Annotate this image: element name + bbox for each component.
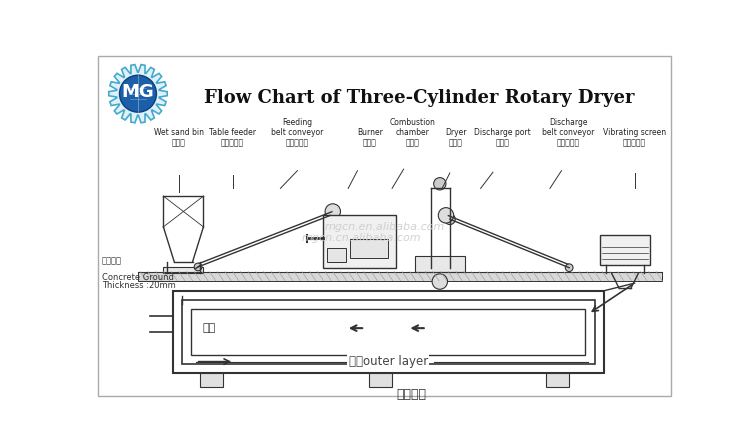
Text: Feeding
belt conveyor: Feeding belt conveyor xyxy=(272,118,323,137)
Text: Flow Chart of Three-Cylinder Rotary Dryer: Flow Chart of Three-Cylinder Rotary Drye… xyxy=(204,89,634,106)
Text: 干燥机: 干燥机 xyxy=(449,139,463,148)
Text: 大料仓: 大料仓 xyxy=(172,139,186,148)
Text: Dryer: Dryer xyxy=(446,128,466,137)
Text: Vibrating screen: Vibrating screen xyxy=(603,128,666,137)
Polygon shape xyxy=(109,64,167,123)
Bar xyxy=(327,248,346,261)
Text: 上料输送机: 上料输送机 xyxy=(286,139,309,148)
Text: 中层: 中层 xyxy=(202,323,216,333)
Text: MG: MG xyxy=(122,83,154,101)
Text: 混凝土层: 混凝土层 xyxy=(102,257,122,266)
Bar xyxy=(200,373,223,387)
Text: Discharge
belt conveyor: Discharge belt conveyor xyxy=(542,118,595,137)
Circle shape xyxy=(432,274,448,289)
Text: 出料输送机: 出料输送机 xyxy=(556,139,580,148)
Circle shape xyxy=(433,177,446,190)
Text: 燃烧器: 燃烧器 xyxy=(363,139,376,148)
Bar xyxy=(164,267,203,273)
Text: mgcn.cn.alibaba.com: mgcn.cn.alibaba.com xyxy=(302,233,421,244)
Circle shape xyxy=(566,264,573,271)
Bar xyxy=(172,291,604,373)
Text: 直线振动筛: 直线振动筛 xyxy=(623,139,646,148)
Text: Discharge port: Discharge port xyxy=(474,128,530,137)
Text: Table feeder: Table feeder xyxy=(209,128,256,137)
Text: Thickness :20mm: Thickness :20mm xyxy=(102,281,176,290)
Bar xyxy=(191,309,585,355)
Circle shape xyxy=(119,75,157,112)
Text: Wet sand bin: Wet sand bin xyxy=(154,128,204,137)
Bar xyxy=(322,215,396,268)
Text: Concrete Ground: Concrete Ground xyxy=(102,273,174,282)
Bar xyxy=(138,271,662,281)
Text: Combustion
chamber: Combustion chamber xyxy=(390,118,436,137)
Bar xyxy=(416,256,465,271)
Circle shape xyxy=(194,263,202,271)
Text: 出料仓: 出料仓 xyxy=(495,139,509,148)
Circle shape xyxy=(445,214,455,224)
Text: 燃烧室: 燃烧室 xyxy=(406,139,420,148)
Text: mgcn.en.alibaba.com: mgcn.en.alibaba.com xyxy=(324,222,445,232)
Circle shape xyxy=(325,204,340,219)
Bar xyxy=(369,373,392,387)
Bar xyxy=(600,235,650,266)
Circle shape xyxy=(438,208,454,223)
Text: Burner: Burner xyxy=(357,128,382,137)
Text: 物料出口: 物料出口 xyxy=(396,388,426,401)
Bar xyxy=(182,300,595,364)
Text: 翡盘给料机: 翡盘给料机 xyxy=(221,139,245,148)
Text: 外层outer layer: 外层outer layer xyxy=(349,355,427,368)
Circle shape xyxy=(325,210,336,221)
Bar xyxy=(350,239,388,258)
Bar xyxy=(546,373,569,387)
